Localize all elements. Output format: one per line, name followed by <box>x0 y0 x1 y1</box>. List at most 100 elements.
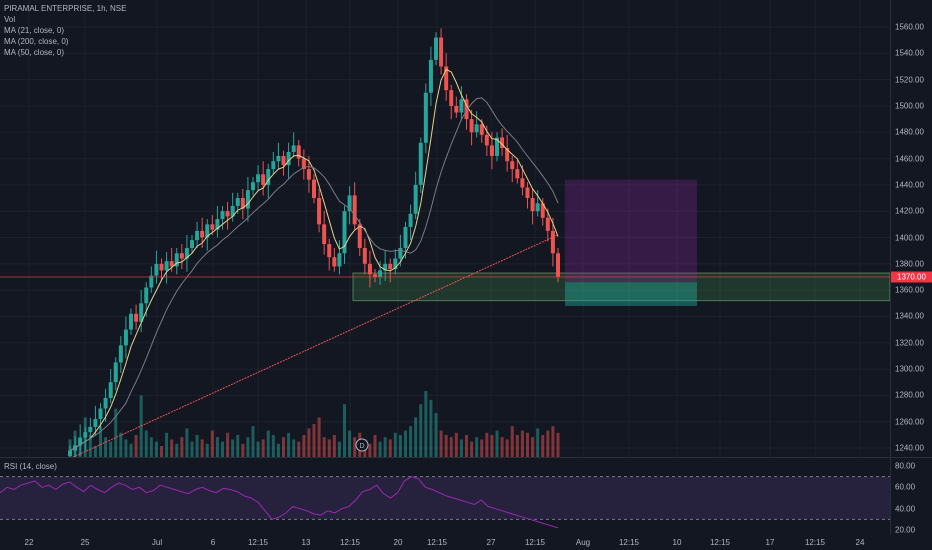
candle-body <box>408 213 413 227</box>
volume-bar <box>200 439 204 457</box>
indicator-legend: PIRAMAL ENTERPRISE, 1h, NSE Vol MA (21, … <box>4 3 126 58</box>
rsi-chart[interactable] <box>0 458 890 535</box>
candle-body <box>179 253 184 259</box>
volume-bar <box>495 430 499 457</box>
volume-bar <box>332 435 336 457</box>
candle-body <box>383 263 388 271</box>
candle-body <box>393 258 398 270</box>
ma50-legend[interactable]: MA (50, close, 0) <box>4 48 65 57</box>
candle-body <box>515 169 520 179</box>
symbol-title[interactable]: PIRAMAL ENTERPRISE, 1h, NSE <box>4 4 127 13</box>
volume-bars <box>68 391 560 457</box>
time-axis-label: 12:15 <box>339 538 361 547</box>
time-axis-label: 22 <box>24 538 34 547</box>
candle-body <box>251 182 255 191</box>
candle-body <box>347 195 352 212</box>
volume-bar <box>424 391 428 457</box>
price-axis-label: 1320.00 <box>895 338 924 348</box>
candle-body <box>444 66 449 91</box>
price-axis-label: 1420.00 <box>895 206 924 216</box>
volume-bar <box>531 437 535 457</box>
candles <box>68 28 560 457</box>
time-axis-label: 13 <box>301 538 311 547</box>
volume-bar <box>154 441 158 457</box>
candle-body <box>286 151 291 166</box>
volume-bar <box>439 430 443 457</box>
candle-body <box>296 145 301 159</box>
price-axis-label: 1300.00 <box>895 364 924 374</box>
time-axis[interactable]: 22 25 Jul 6 12:15 13 12:15 20 12:15 27 12:15 Aug 12:… <box>0 535 890 550</box>
price-axis-label: 1440.00 <box>895 180 924 190</box>
pane-separator[interactable] <box>0 457 932 458</box>
volume-bar <box>490 435 494 457</box>
volume-bar <box>236 435 240 457</box>
volume-bar <box>231 439 235 457</box>
volume-bar <box>256 441 260 457</box>
candle-body <box>93 419 98 427</box>
time-axis-label: 12:15 <box>524 538 546 547</box>
time-axis-label: 17 <box>765 538 775 547</box>
candle-body <box>184 248 189 259</box>
volume-bar <box>434 413 438 457</box>
time-axis-label: 27 <box>486 538 496 547</box>
rsi-axis[interactable]: 80.00 60.00 40.00 20.00 <box>890 458 932 535</box>
volume-bar <box>266 430 270 457</box>
candle-body <box>327 244 332 258</box>
demand-zone <box>352 272 890 302</box>
volume-bar <box>475 437 479 457</box>
candle-body <box>276 155 281 162</box>
volume-bar <box>124 439 128 457</box>
candle-body <box>113 362 118 383</box>
last-price-label: 1370.00 <box>891 271 932 283</box>
candle-body <box>489 145 494 156</box>
candle-body <box>205 224 210 238</box>
rsi-legend[interactable]: RSI (14, close) <box>4 462 57 471</box>
short-target-zone <box>565 282 697 306</box>
candle-body <box>423 92 428 143</box>
candle-body <box>149 275 154 288</box>
time-axis-label: 20 <box>393 538 403 547</box>
volume-bar <box>348 430 352 457</box>
candle-body <box>464 99 469 120</box>
volume-bar <box>210 430 214 457</box>
price-chart[interactable]: D <box>0 0 890 457</box>
candle-body <box>134 313 139 322</box>
ma21-line <box>69 68 559 452</box>
volume-bar <box>93 446 97 457</box>
volume-bar <box>271 435 275 457</box>
candle-body <box>190 240 194 249</box>
volume-bar <box>480 439 484 457</box>
rsi-pane[interactable] <box>0 458 890 535</box>
candle-body <box>413 184 418 214</box>
time-axis-label: 24 <box>855 538 865 547</box>
volume-bar <box>327 439 331 457</box>
volume-bar <box>119 432 123 457</box>
candle-body <box>342 211 347 254</box>
candle-body <box>88 426 93 433</box>
volume-bar <box>520 430 524 457</box>
price-pane[interactable]: D <box>0 0 890 457</box>
volume-bar <box>449 437 453 457</box>
volume-bar <box>383 437 387 457</box>
vol-legend[interactable]: Vol <box>4 15 16 24</box>
volume-bar <box>404 430 407 457</box>
volume-bar <box>373 435 377 457</box>
dividend-marker[interactable]: D <box>355 438 369 452</box>
candle-body <box>362 248 367 264</box>
volume-bar <box>551 426 555 457</box>
candle-body <box>398 248 403 259</box>
volume-bar <box>134 435 138 457</box>
ma200-legend[interactable]: MA (200, close, 0) <box>4 37 69 46</box>
candle-body <box>169 261 174 267</box>
volume-bar <box>485 432 489 457</box>
time-axis-label: 10 <box>672 538 682 547</box>
candle-body <box>403 226 408 249</box>
volume-bar <box>144 430 148 457</box>
ma21-legend[interactable]: MA (21, close, 0) <box>4 26 65 35</box>
volume-bar <box>444 435 448 457</box>
volume-bar <box>241 443 245 457</box>
candle-body <box>144 287 149 304</box>
price-axis[interactable]: 1560.00 1540.00 1520.00 1500.00 1480.00 1460.… <box>890 0 932 457</box>
candle-body <box>98 408 103 420</box>
volume-bar <box>109 441 113 457</box>
